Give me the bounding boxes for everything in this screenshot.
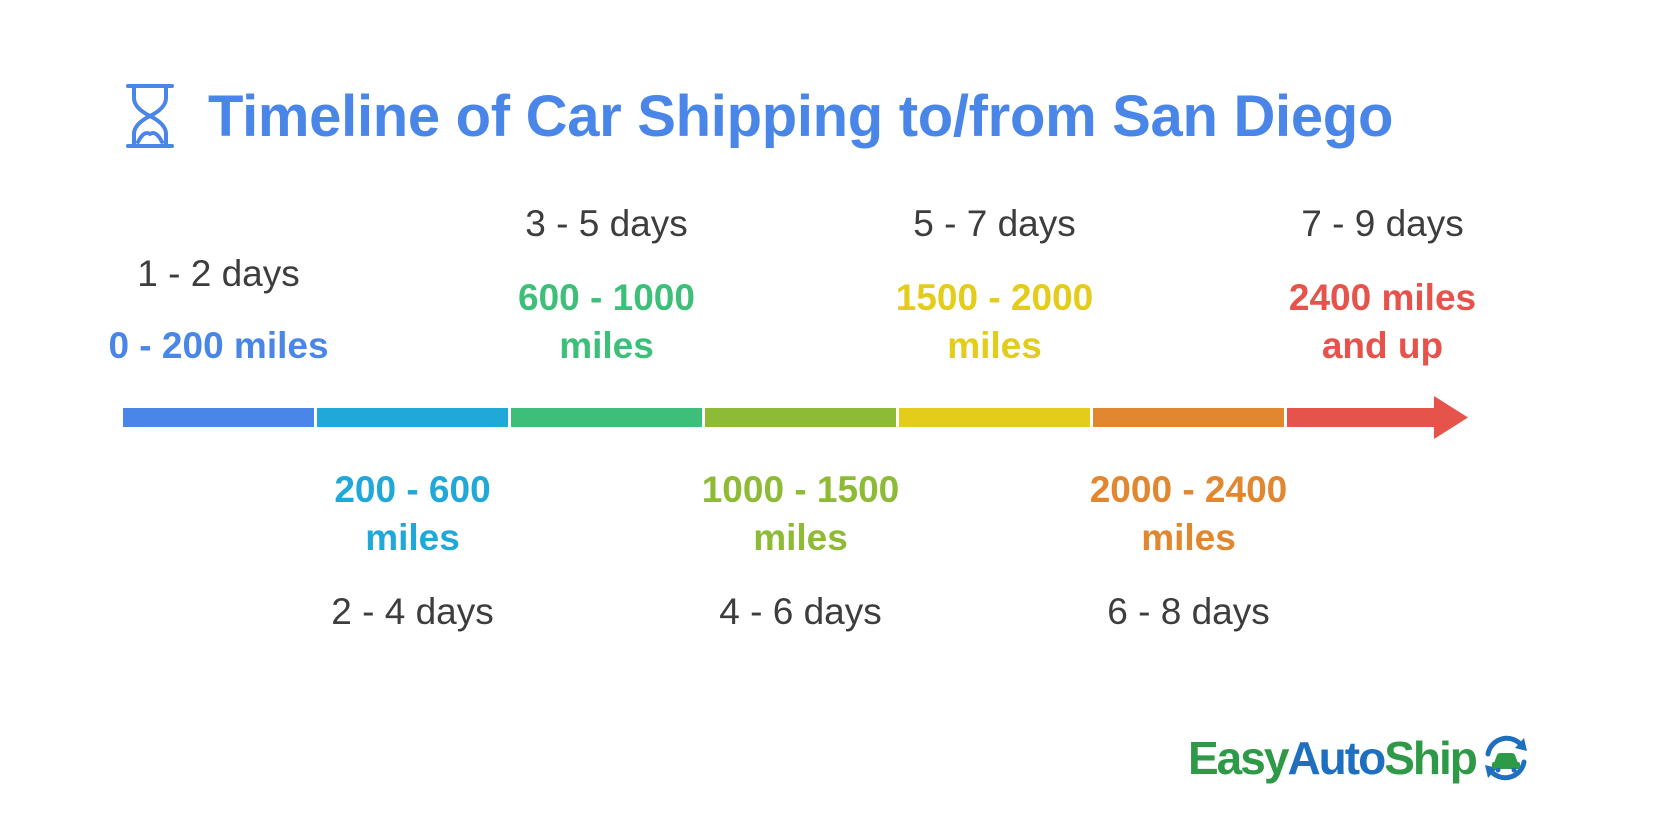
title-row: Timeline of Car Shipping to/from San Die… [122, 78, 1393, 154]
days-label-1: 1 - 2 days [137, 253, 300, 294]
miles-label-7: 2400 miles and up [1288, 277, 1477, 366]
miles-label-2: 200 - 600 miles [334, 469, 491, 558]
miles-label-4: 1000 - 1500 miles [701, 469, 900, 558]
days-label-7: 7 - 9 days [1301, 203, 1464, 244]
timeline-segment-6 [1093, 408, 1284, 427]
miles-label-5: 1500 - 2000 miles [895, 277, 1094, 366]
page-title: Timeline of Car Shipping to/from San Die… [208, 83, 1394, 149]
logo-easy: Easy [1188, 732, 1289, 784]
days-label-3: 3 - 5 days [525, 203, 688, 244]
logo-text: EasyAutoShip [1188, 731, 1478, 785]
logo-ship: Ship [1384, 732, 1478, 784]
company-logo: EasyAutoShip [1188, 727, 1532, 789]
days-label-6: 6 - 8 days [1107, 591, 1270, 632]
timeline-segment-3 [511, 408, 702, 427]
logo-auto: Auto [1287, 732, 1386, 784]
miles-label-6: 2000 - 2400 miles [1089, 469, 1288, 558]
timeline-segment-7 [1287, 396, 1468, 439]
days-label-5: 5 - 7 days [913, 203, 1076, 244]
miles-label-3: 600 - 1000 miles [518, 277, 695, 366]
hourglass-icon [126, 84, 174, 148]
days-label-2: 2 - 4 days [331, 591, 494, 632]
car-arrows-icon [1484, 735, 1527, 781]
timeline-segment-2 [317, 408, 508, 427]
miles-label-1: 0 - 200 miles [108, 325, 329, 366]
timeline-segment-4 [705, 408, 896, 427]
timeline-segment-1 [123, 408, 314, 427]
timeline-segment-5 [899, 408, 1090, 427]
days-label-4: 4 - 6 days [719, 591, 882, 632]
